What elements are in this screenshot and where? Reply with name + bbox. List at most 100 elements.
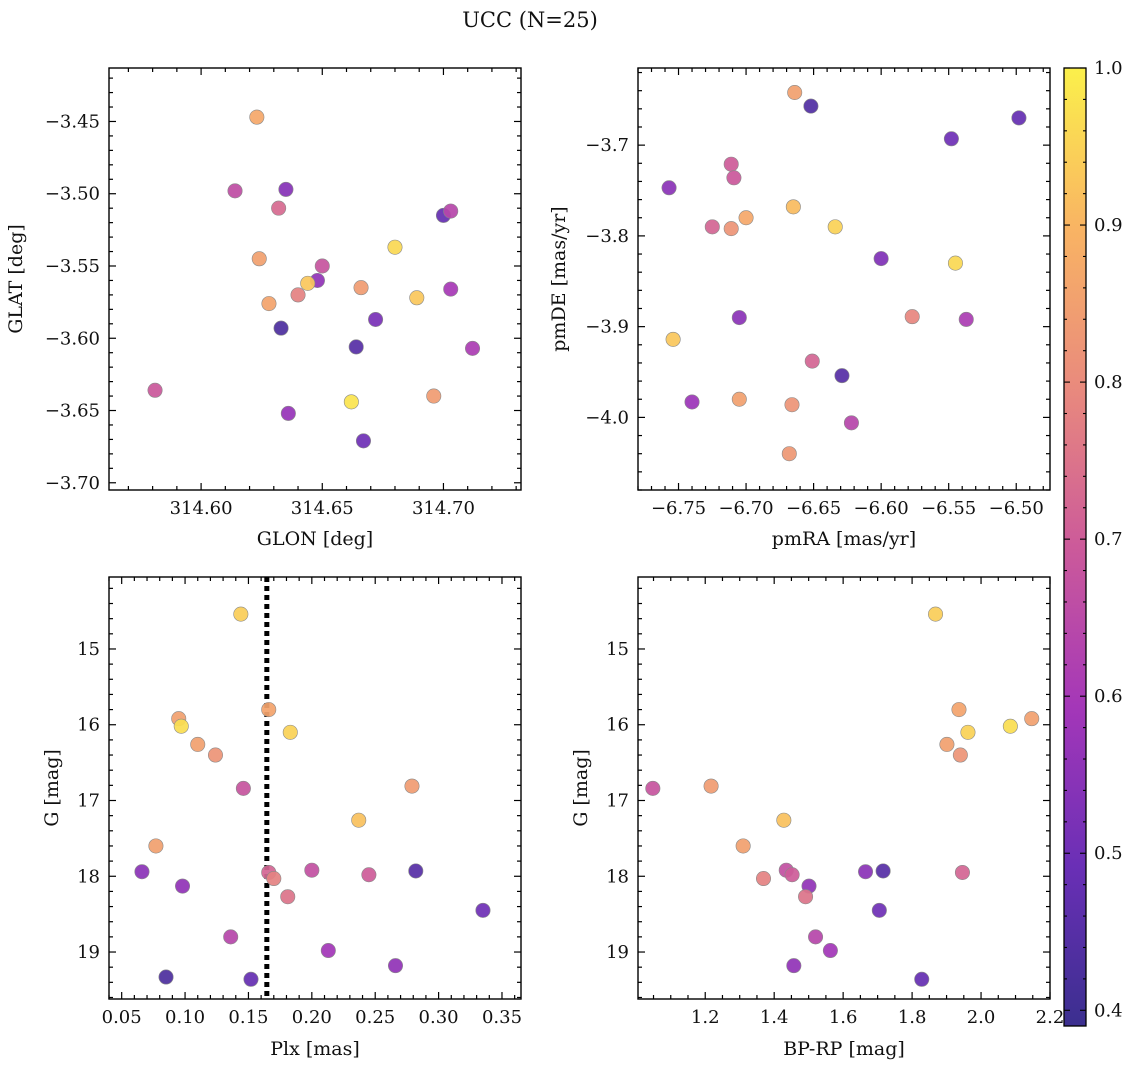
data-point <box>475 902 491 918</box>
y-axis-label: G [mag] <box>41 749 63 827</box>
y-axis-label: G [mag] <box>570 749 592 827</box>
data-point <box>290 287 306 303</box>
data-point <box>282 724 298 740</box>
panel-glon-glat: 314.60 314.65 314.70 −3.45 −3.50 −3.55 −3.60 −3… <box>5 67 522 550</box>
y-tick-label: −3.45 <box>45 111 100 132</box>
data-point <box>804 353 820 369</box>
x-tick-label: −6.55 <box>921 498 976 519</box>
data-point <box>781 446 797 462</box>
y-tick-label: −3.9 <box>585 317 629 338</box>
plot-frame <box>637 67 1051 491</box>
colorbar-tick-label: 1.0 <box>1094 58 1123 79</box>
y-axis-label: GLAT [deg] <box>5 224 27 334</box>
data-point <box>233 606 249 622</box>
x-tick-label: 2.2 <box>1036 1007 1065 1028</box>
data-point <box>873 251 889 267</box>
x-tick-label: 0.20 <box>292 1007 332 1028</box>
data-point <box>954 864 970 880</box>
ticks <box>108 577 521 999</box>
y-tick-label: −3.60 <box>45 328 100 349</box>
ticks <box>637 68 1050 491</box>
data-point <box>147 382 163 398</box>
data-point <box>827 219 843 235</box>
colorbar-tick-label: 0.8 <box>1094 372 1123 393</box>
colorbar-tick-label: 0.7 <box>1094 529 1123 550</box>
y-tick-label: 19 <box>606 942 629 963</box>
data-point <box>645 780 661 796</box>
colorbar: 0.4 0.5 0.6 0.7 0.8 0.9 1.0 <box>1063 58 1123 1027</box>
colorbar-tick-label: 0.4 <box>1094 1000 1123 1021</box>
y-tick-label: 17 <box>606 791 629 812</box>
x-tick-label: 0.15 <box>228 1007 268 1028</box>
y-tick-label: −4.0 <box>585 407 629 428</box>
y-tick-label: 16 <box>606 715 629 736</box>
plot-frame <box>108 576 522 1000</box>
data-point <box>960 724 976 740</box>
colorbar-tick-label: 0.5 <box>1094 843 1123 864</box>
data-point <box>227 183 243 199</box>
data-point <box>368 311 384 327</box>
data-point <box>661 180 677 196</box>
x-tick-label: 314.70 <box>412 498 475 519</box>
data-point <box>273 320 289 336</box>
data-point <box>704 219 720 235</box>
data-point <box>784 867 800 883</box>
data-point <box>271 200 287 216</box>
x-tick-label: −6.60 <box>854 498 909 519</box>
data-point <box>808 929 824 945</box>
data-point <box>348 339 364 355</box>
data-point <box>723 221 739 237</box>
data-point <box>958 311 974 327</box>
data-point <box>703 778 719 794</box>
data-point <box>280 405 296 421</box>
data-point <box>784 397 800 413</box>
x-tick-label: 1.8 <box>898 1007 927 1028</box>
data-point <box>158 969 174 985</box>
data-point <box>858 864 874 880</box>
data-point <box>822 943 838 959</box>
ticks <box>109 68 521 490</box>
scatter-points <box>147 109 481 449</box>
x-tick-label: −6.65 <box>786 498 841 519</box>
data-point <box>404 778 420 794</box>
panel-bprp-g: 1.2 1.4 1.6 1.8 2.0 2.2 15 16 17 18 19 BP-RP [mag] G… <box>570 576 1065 1060</box>
data-point <box>465 340 481 356</box>
data-point <box>726 170 742 186</box>
data-point <box>266 871 282 887</box>
y-tick-label: 18 <box>77 866 100 887</box>
data-point <box>190 736 206 752</box>
data-point <box>735 838 751 854</box>
data-point <box>426 388 442 404</box>
data-point <box>148 838 164 854</box>
colorbar-tick-label: 0.9 <box>1094 215 1123 236</box>
x-axis-label: pmRA [mas/yr] <box>772 528 916 550</box>
y-tick-label: 17 <box>77 791 100 812</box>
data-point <box>175 878 191 894</box>
data-point <box>314 258 330 274</box>
y-tick-label: −3.7 <box>585 135 629 156</box>
data-point <box>947 255 963 271</box>
data-point <box>731 310 747 326</box>
x-axis-label: GLON [deg] <box>257 528 373 550</box>
data-point <box>928 606 944 622</box>
data-point <box>684 394 700 410</box>
data-point <box>904 309 920 325</box>
y-tick-label: −3.65 <box>45 401 100 422</box>
data-point <box>731 391 747 407</box>
x-axis-label: Plx [mas] <box>270 1038 360 1060</box>
data-point <box>939 736 955 752</box>
x-axis-label: BP-RP [mag] <box>783 1038 905 1060</box>
ticks <box>638 577 1051 999</box>
data-point <box>914 971 930 987</box>
y-tick-label: 19 <box>77 942 100 963</box>
y-tick-label: 16 <box>77 715 100 736</box>
data-point <box>351 812 367 828</box>
data-point <box>787 85 803 101</box>
data-point <box>300 275 316 291</box>
data-point <box>173 718 189 734</box>
x-tick-label: 0.35 <box>482 1007 522 1028</box>
data-point <box>353 280 369 296</box>
data-point <box>875 863 891 879</box>
colorbar-gradient-bar <box>1063 67 1087 1027</box>
data-point <box>134 864 150 880</box>
